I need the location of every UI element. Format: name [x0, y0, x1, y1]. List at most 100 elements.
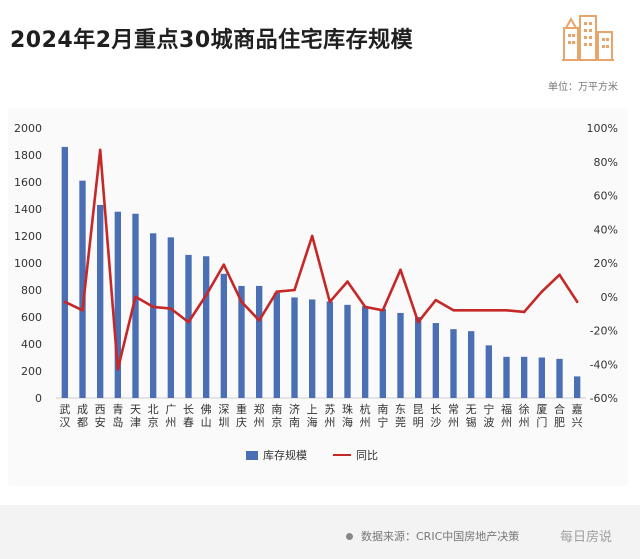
- y2-axis-tick-label: 100%: [587, 122, 618, 135]
- data-source: 数据来源：CRIC中国房地产决策: [346, 528, 519, 544]
- x-axis-tick-label: 州: [254, 416, 265, 429]
- x-axis-tick-label: 北: [148, 403, 159, 416]
- bar-济南: [291, 297, 298, 398]
- yoy-point-南京: [275, 290, 279, 293]
- bar-北京: [149, 233, 157, 398]
- x-axis-tick-label: 沙: [430, 416, 441, 429]
- yoy-point-天津: [134, 295, 137, 299]
- building-logo-icon: [560, 10, 616, 70]
- y2-axis-tick-label: -40%: [590, 358, 618, 371]
- bar-深圳: [220, 273, 228, 398]
- bar-无锡: [467, 331, 475, 398]
- x-axis-tick-label: 杭: [360, 402, 371, 416]
- yoy-point-南宁: [381, 308, 385, 312]
- x-axis-tick-label: 波: [483, 416, 494, 429]
- chart-panel: 0 200 400 600 800 1000 1200 1400 1600 1800 2000 -60…: [8, 108, 628, 486]
- x-axis-tick-label: 昆: [413, 403, 424, 416]
- bar-厦门: [538, 357, 546, 398]
- x-axis-tick-label: 安: [95, 415, 106, 429]
- yoy-point-苏州: [328, 300, 332, 304]
- bar-苏州: [326, 301, 334, 398]
- y-axis-tick-label: 800: [21, 284, 42, 297]
- bar-武汉: [61, 146, 69, 398]
- x-axis-tick-label: 津: [130, 416, 141, 429]
- x-axis-tick-label: 山: [201, 416, 212, 429]
- yoy-point-北京: [151, 305, 155, 309]
- x-axis-tick-label: 重: [236, 402, 247, 416]
- bar-重庆: [238, 285, 245, 398]
- y-axis-tick-label: 2000: [14, 122, 42, 135]
- x-axis-tick-label: 春: [183, 416, 194, 429]
- x-axis-tick-label: 济: [289, 402, 300, 416]
- legend-line-label: 同比: [356, 449, 378, 462]
- x-axis-tick-label: 东: [395, 403, 406, 416]
- x-axis-tick-label: 肥: [554, 416, 565, 429]
- bar-宁波: [485, 345, 493, 398]
- unit-label: 单位：万平方米: [548, 82, 618, 93]
- y2-axis-tick-label: 0%: [601, 291, 618, 304]
- y-axis-tick-label: 200: [21, 365, 42, 378]
- bar-广州: [167, 237, 175, 398]
- yoy-point-东莞: [399, 268, 402, 272]
- yoy-point-武汉: [63, 300, 67, 304]
- yoy-point-西安: [98, 148, 102, 152]
- y2-axis-tick-label: 80%: [594, 156, 618, 169]
- yoy-point-佛山: [204, 293, 208, 297]
- x-axis-tick-label: 宁: [483, 402, 494, 416]
- y-axis-tick-label: 1400: [14, 203, 42, 216]
- x-axis-tick-label: 州: [501, 416, 512, 429]
- x-axis-tick-label: 锡: [466, 415, 477, 429]
- x-axis-tick-label: 徐: [519, 402, 530, 416]
- x-axis-tick-label: 圳: [218, 416, 229, 429]
- x-axis-tick-label: 郑: [254, 402, 265, 416]
- x-axis-tick-label: 嘉: [572, 402, 583, 416]
- x-axis-tick-label: 海: [342, 415, 353, 429]
- x-axis-tick-label: 苏: [324, 403, 335, 416]
- x-axis-tick-label: 长: [183, 403, 194, 416]
- legend-bar-label: 库存规模: [263, 449, 307, 462]
- x-axis-tick-label: 青: [112, 403, 123, 416]
- x-axis-tick-label: 宁: [377, 415, 388, 429]
- bar-嘉兴: [573, 376, 581, 398]
- y-axis-tick-label: 1600: [14, 176, 42, 189]
- yoy-point-嘉兴: [575, 300, 579, 304]
- bar-徐州: [520, 356, 528, 398]
- footer-bar: [0, 505, 640, 559]
- y-axis-tick-label: 0: [35, 392, 42, 405]
- x-axis-tick-label: 京: [148, 415, 159, 429]
- legend-item-line: 同比: [333, 447, 378, 463]
- bar-西安: [96, 204, 104, 398]
- yoy-point-成都: [81, 308, 84, 312]
- chart-legend: 库存规模 同比: [246, 447, 404, 463]
- bar-上海: [308, 299, 316, 398]
- yoy-point-广州: [169, 307, 173, 310]
- bar-佛山: [202, 256, 210, 398]
- x-axis-tick-label: 州: [448, 416, 459, 429]
- yoy-point-青岛: [116, 368, 120, 371]
- bar-青岛: [114, 211, 122, 398]
- x-axis-tick-label: 都: [77, 416, 88, 429]
- y-axis-tick-label: 400: [21, 338, 42, 351]
- legend-bar-swatch: [246, 450, 258, 460]
- x-axis-tick-label: 州: [324, 416, 335, 429]
- x-axis-tick-label: 合: [554, 402, 565, 416]
- y2-axis-tick-label: 40%: [594, 223, 618, 236]
- y2-axis-tick-label: -20%: [590, 325, 618, 338]
- x-axis-tick-label: 西: [95, 403, 106, 416]
- bar-长沙: [432, 323, 440, 398]
- yoy-point-厦门: [540, 290, 544, 293]
- x-axis-tick-label: 门: [536, 415, 547, 429]
- yoy-point-合肥: [558, 273, 561, 277]
- x-axis-tick-label: 州: [360, 416, 371, 429]
- x-axis-tick-label: 庆: [236, 415, 247, 429]
- x-axis-tick-label: 佛: [201, 403, 212, 416]
- x-axis-tick-label: 州: [165, 416, 176, 429]
- y-axis-tick-label: 1200: [14, 230, 42, 243]
- bar-成都: [79, 180, 86, 398]
- bar-昆明: [414, 317, 422, 398]
- yoy-point-上海: [310, 234, 314, 238]
- data-source-text: 数据来源：CRIC中国房地产决策: [361, 530, 520, 543]
- yoy-point-重庆: [240, 300, 243, 304]
- bar-天津: [132, 213, 139, 398]
- x-axis-tick-label: 天: [130, 403, 141, 416]
